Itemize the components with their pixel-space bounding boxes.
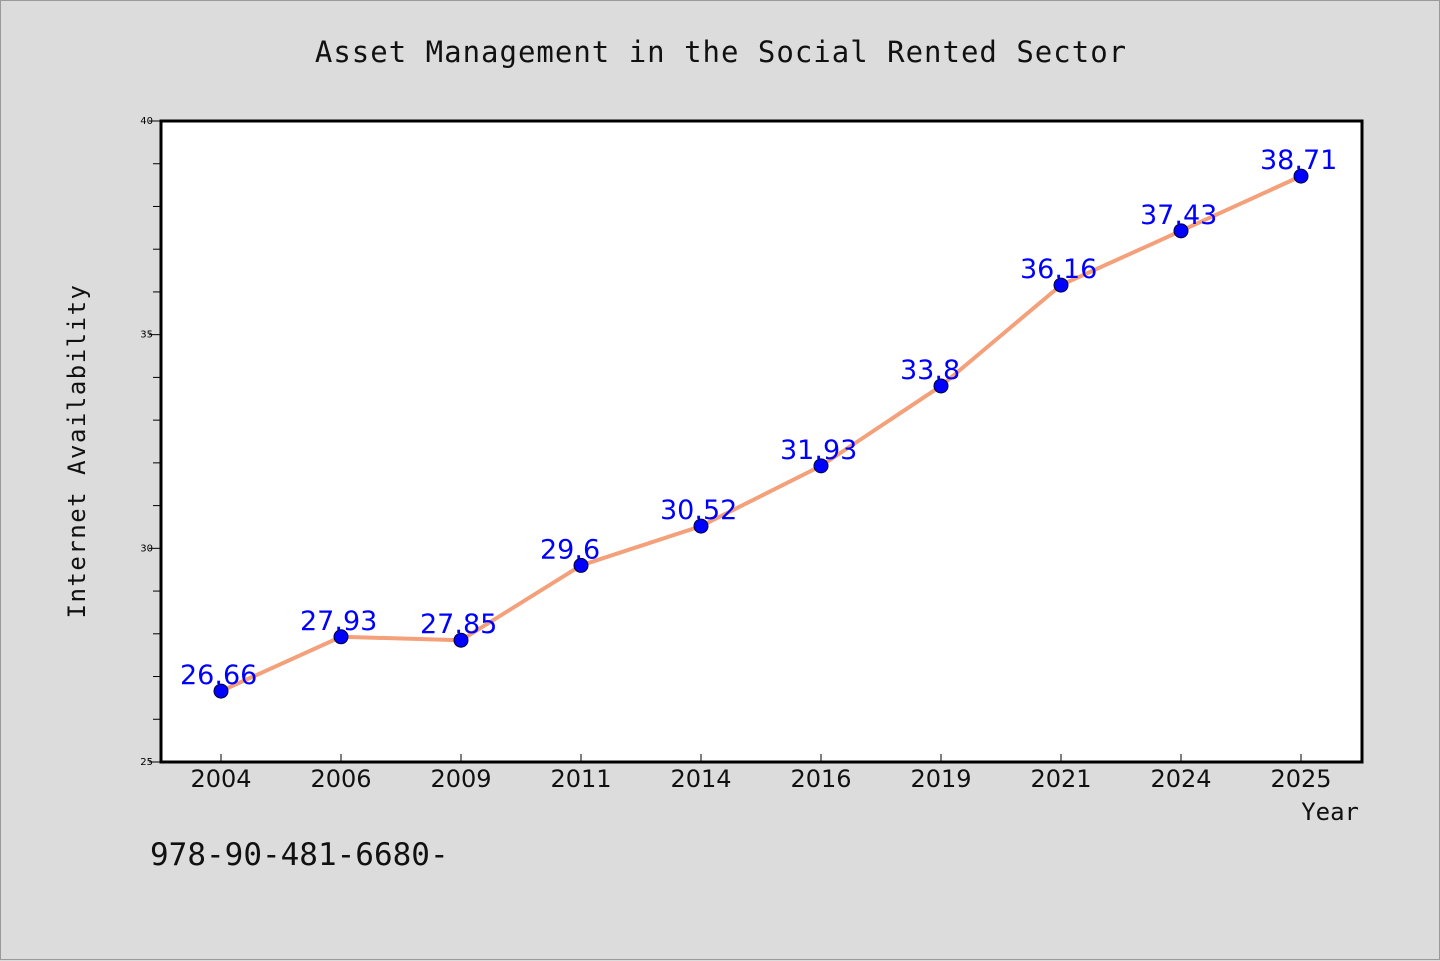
data-label: 37.43 <box>1140 200 1217 231</box>
data-points <box>213 168 1309 699</box>
data-point <box>1173 223 1189 239</box>
y-tick-label: 25 <box>140 757 153 768</box>
x-tick-label: 2006 <box>310 765 371 793</box>
x-tick-label: 2014 <box>670 765 731 793</box>
data-point <box>573 557 589 573</box>
data-label: 31.93 <box>780 435 857 466</box>
data-point <box>693 518 709 534</box>
data-label: 33.8 <box>900 355 960 386</box>
x-tick-label: 2024 <box>1150 765 1211 793</box>
x-tick-label: 2009 <box>430 765 491 793</box>
footnote-text: 978-90-481-6680- <box>150 837 449 873</box>
data-point <box>813 458 829 474</box>
data-point <box>453 632 469 648</box>
y-tick-label: 30 <box>140 543 153 554</box>
data-point <box>1053 277 1069 293</box>
plot-area <box>159 119 1364 764</box>
series-line <box>219 174 1303 694</box>
data-label: 29.6 <box>540 534 600 565</box>
y-tick-label: 40 <box>140 116 153 127</box>
data-label: 27.85 <box>420 609 497 640</box>
x-axis-title: Year <box>1301 798 1359 826</box>
data-label: 27.93 <box>300 606 377 637</box>
data-point <box>213 683 229 699</box>
data-labels: 26.66 27.93 27.85 29.6 30.52 31.93 33.8 36.16 37… <box>180 145 1337 691</box>
data-point <box>333 629 349 645</box>
x-tick-label: 2019 <box>910 765 971 793</box>
x-tick-label: 2011 <box>550 765 611 793</box>
data-label: 38.71 <box>1260 145 1337 176</box>
data-label: 26.66 <box>180 660 257 691</box>
y-tick-label: 35 <box>140 330 153 341</box>
data-point <box>1293 168 1309 184</box>
data-point <box>933 378 949 394</box>
chart-title: Asset Management in the Social Rented Se… <box>314 35 1128 69</box>
x-tick-label: 2004 <box>190 765 251 793</box>
x-axis-ticks: 2004 2006 2009 2011 2014 2016 2019 2021 2024 2025 <box>190 754 1332 793</box>
x-tick-label: 2021 <box>1030 765 1091 793</box>
x-tick-label: 2025 <box>1270 765 1331 793</box>
data-label: 30.52 <box>660 495 737 526</box>
x-tick-label: 2016 <box>790 765 851 793</box>
data-label: 36.16 <box>1020 254 1097 285</box>
y-axis-ticks: 25 30 35 40 <box>140 116 161 768</box>
